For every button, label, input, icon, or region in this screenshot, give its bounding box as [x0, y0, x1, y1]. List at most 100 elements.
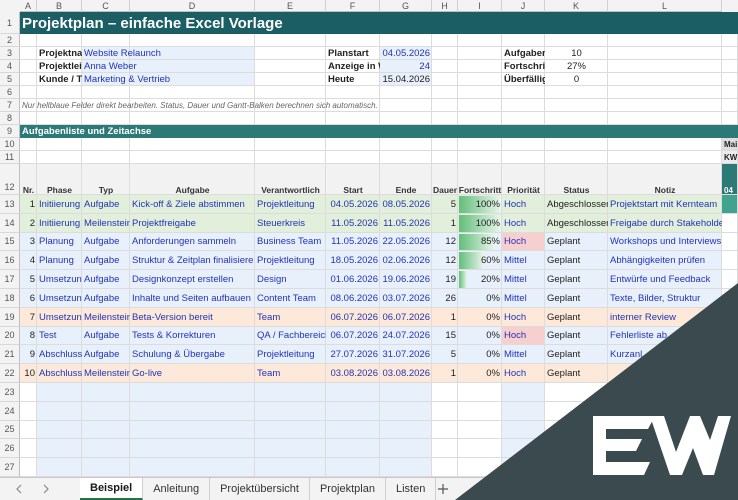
cell — [326, 458, 380, 477]
table-header: Nr. — [22, 185, 35, 195]
task-cell: Fehlerliste ab — [610, 330, 668, 342]
task-cell: 22.05.2026 — [382, 236, 430, 248]
cell — [20, 458, 37, 477]
task-cell: Entwürfe und Feedback — [610, 274, 711, 286]
cell — [432, 125, 458, 138]
cell — [255, 364, 326, 383]
cell — [82, 125, 130, 138]
task-cell: 100% — [475, 198, 500, 210]
cell — [545, 164, 608, 195]
row-header: 22 — [0, 364, 20, 383]
task-cell: Beta-Version bereit — [132, 311, 213, 323]
cell — [20, 213, 37, 233]
task-cell: 5 — [450, 349, 456, 361]
cell — [502, 232, 545, 252]
cell — [255, 34, 326, 47]
cell — [608, 270, 722, 289]
cell — [82, 439, 130, 459]
cell — [502, 34, 545, 47]
task-cell: Geplant — [547, 368, 581, 380]
task-cell: Geplant — [547, 349, 581, 361]
summary-label: Fortschritt — [504, 61, 545, 72]
cell — [82, 73, 130, 86]
cell — [37, 213, 82, 233]
row-header: 19 — [0, 307, 20, 327]
row-header: 24 — [0, 401, 20, 421]
cell — [37, 232, 82, 252]
cell — [380, 439, 432, 459]
cell — [130, 232, 255, 252]
task-cell: Abschluss — [39, 368, 82, 380]
task-cell: Hoch — [504, 330, 527, 342]
cell — [502, 60, 545, 73]
cell — [432, 12, 458, 34]
cell — [608, 99, 722, 112]
cell — [326, 420, 380, 440]
task-cell: 08.06.2026 — [330, 292, 378, 304]
cell — [130, 164, 255, 195]
cell — [545, 289, 608, 308]
progress-bar — [459, 196, 501, 213]
row-header: 13 — [0, 195, 20, 214]
task-cell: 03.07.2026 — [382, 292, 430, 304]
task-cell: Texte, Bilder, Struktur — [610, 292, 701, 304]
task-cell: Content Team — [257, 292, 316, 304]
cell — [545, 232, 608, 252]
cell — [545, 195, 608, 214]
cell — [37, 289, 82, 308]
sheet-tab[interactable]: Anleitung — [143, 478, 211, 500]
cell — [130, 125, 255, 138]
cell — [380, 401, 432, 421]
column-header: C — [82, 0, 130, 12]
add-sheet-icon[interactable] — [436, 482, 450, 496]
cell — [255, 213, 326, 233]
cell — [380, 12, 432, 34]
row-header: 6 — [0, 86, 20, 99]
info-label: Planstart — [328, 48, 369, 59]
sheet-tab[interactable]: Listen — [386, 478, 437, 500]
cell — [326, 326, 380, 346]
cell — [608, 195, 722, 214]
cell — [255, 60, 326, 73]
tab-nav-arrows[interactable] — [0, 478, 70, 500]
info-value: Marketing & Vertrieb — [84, 74, 171, 85]
cell — [380, 164, 432, 195]
task-cell: Projektfreigabe — [132, 217, 196, 229]
task-cell: 01.06.2026 — [330, 274, 378, 286]
cell — [82, 47, 130, 60]
row-header: 4 — [0, 60, 20, 73]
summary-value: 27% — [566, 61, 586, 72]
task-cell: Abschluss — [39, 349, 82, 361]
corner — [0, 0, 20, 12]
cell — [37, 60, 82, 73]
cell — [502, 12, 545, 34]
column-header: A — [20, 0, 37, 12]
task-cell: 8 — [29, 330, 35, 342]
task-cell: 12 — [445, 255, 456, 267]
cell — [502, 307, 545, 327]
cell — [432, 73, 458, 86]
row-header: 16 — [0, 251, 20, 271]
task-cell: Abhängigkeiten prüfen — [610, 255, 706, 267]
task-cell: Aufgabe — [84, 255, 120, 267]
cell — [458, 125, 502, 138]
cell — [20, 60, 37, 73]
cell — [608, 73, 722, 86]
cell — [545, 307, 608, 327]
cell — [20, 420, 37, 440]
sheet-tab[interactable]: Projektplan — [310, 478, 386, 500]
cell — [380, 34, 432, 47]
cell — [458, 47, 502, 60]
sheet-tab[interactable]: Beispiel — [80, 478, 144, 500]
row-header: 10 — [0, 138, 20, 151]
task-cell: Geplant — [547, 255, 581, 267]
info-label: Projektleitung — [39, 61, 82, 72]
cell — [502, 251, 545, 271]
cell — [20, 86, 37, 99]
cell — [608, 251, 722, 271]
task-cell: 11.05.2026 — [383, 217, 430, 229]
sheet-tab[interactable]: Projektübersicht — [210, 478, 310, 500]
task-cell: Hoch — [504, 236, 527, 248]
task-cell: 20% — [480, 274, 500, 286]
